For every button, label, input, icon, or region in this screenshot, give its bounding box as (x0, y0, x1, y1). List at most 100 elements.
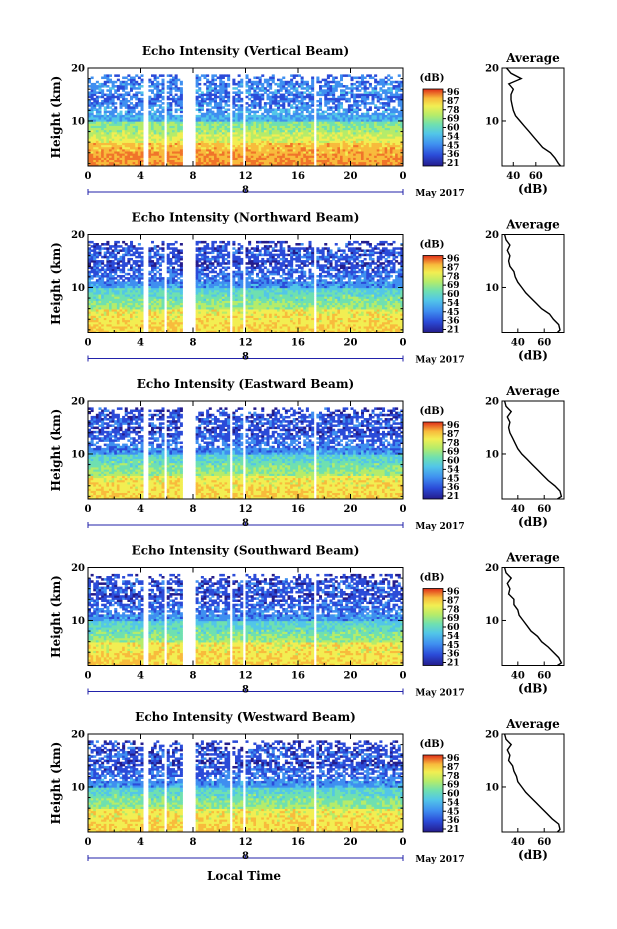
heatmap-cell (258, 117, 262, 120)
heatmap-cell (122, 163, 126, 167)
heatmap-cell (153, 125, 157, 129)
heatmap-cell (88, 127, 92, 131)
heatmap-cell (119, 127, 123, 131)
heatmap-cell (95, 140, 99, 143)
heatmap-cell (271, 163, 275, 167)
heatmap-cell (287, 131, 291, 135)
heatmap-cell (219, 74, 223, 77)
heatmap-cell (137, 102, 141, 105)
heatmap-cell (208, 108, 212, 112)
heatmap-cell (135, 114, 139, 118)
heatmap-cell (248, 117, 252, 120)
heatmap-cell (224, 104, 228, 107)
heatmap-cell (174, 85, 178, 88)
heatmap-cell (101, 134, 105, 137)
y-tick-label: 20 (71, 64, 85, 75)
heatmap-cell (88, 153, 92, 156)
heatmap-cell (245, 117, 249, 120)
heatmap-cell (114, 80, 118, 84)
heatmap-cell (109, 74, 113, 77)
heatmap-cell (179, 119, 183, 122)
heatmap-cell (263, 157, 267, 161)
heatmap-cell (198, 93, 202, 97)
heatmap-cell (256, 121, 260, 124)
heatmap-cell (279, 155, 283, 158)
heatmap-cell (334, 104, 338, 107)
heatmap-cell (256, 153, 260, 156)
heatmap-cell (177, 117, 181, 120)
heatmap-cell (279, 134, 283, 137)
heatmap-cell (174, 159, 178, 163)
heatmap-cell (174, 89, 178, 92)
heatmap-cell (266, 129, 270, 133)
heatmap-cell (263, 108, 267, 112)
heatmap-cell (274, 114, 278, 118)
heatmap-cell (206, 163, 210, 167)
heatmap-cell (211, 142, 215, 146)
heatmap-cell (274, 136, 278, 139)
heatmap-cell (263, 121, 267, 124)
heatmap-cell (158, 142, 162, 146)
heatmap-cell (235, 93, 239, 97)
heatmap-cell (250, 99, 254, 103)
heatmap-cell (200, 93, 204, 97)
heatmap-cell (358, 76, 362, 80)
heatmap-cell (292, 97, 296, 101)
heatmap-cell (240, 108, 244, 112)
x-tick-label: 0 (85, 171, 92, 182)
heatmap-cell (221, 155, 225, 158)
heatmap-cell (119, 119, 123, 122)
heatmap-cell (256, 144, 260, 148)
heatmap-cell (279, 136, 283, 139)
heatmap-cell (90, 134, 94, 137)
heatmap-cell (132, 155, 136, 158)
heatmap-cell (124, 97, 128, 101)
heatmap-cell (130, 140, 134, 143)
heatmap-cell (119, 117, 123, 120)
heatmap-cell (237, 119, 241, 122)
heatmap-cell (166, 91, 170, 94)
heatmap-cell (148, 155, 152, 158)
heatmap-cell (274, 93, 278, 97)
heatmap-cell (211, 89, 215, 92)
heatmap-cell (90, 155, 94, 158)
heatmap-cell (258, 104, 262, 107)
heatmap-cell (200, 114, 204, 118)
heatmap-cell (250, 129, 254, 133)
heatmap-cell (256, 95, 260, 99)
heatmap-cell (214, 106, 218, 109)
heatmap-cell (274, 144, 278, 148)
heatmap-cell (156, 82, 160, 86)
heatmap-cell (290, 74, 294, 77)
heatmap-cell (208, 102, 212, 105)
heatmap-cell (263, 161, 267, 165)
heatmap-cell (261, 97, 265, 101)
heatmap-cell (237, 99, 241, 103)
heatmap-cell (250, 125, 254, 129)
heatmap-cell (111, 131, 115, 135)
heatmap-cell (250, 106, 254, 109)
heatmap-cell (245, 74, 249, 77)
heatmap-cell (156, 91, 160, 94)
heatmap-cell (203, 161, 207, 165)
heatmap-cell (250, 153, 254, 156)
heatmap-cell (148, 148, 152, 152)
heatmap-cell (245, 146, 249, 150)
heatmap-cell (166, 74, 170, 77)
heatmap-cell (124, 134, 128, 137)
heatmap-cell (258, 76, 262, 80)
heatmap-cell (342, 74, 346, 77)
heatmap-cell (106, 159, 110, 163)
heatmap-cell (101, 266, 105, 269)
heatmap-cell (198, 131, 202, 135)
heatmap-cell (237, 93, 241, 97)
heatmap-cell (169, 97, 173, 101)
heatmap-cell (127, 161, 131, 165)
heatmap-cell (358, 80, 362, 84)
heatmap-cell (132, 260, 136, 263)
heatmap-cell (290, 142, 294, 146)
heatmap-cell (198, 95, 202, 99)
heatmap-cell (282, 121, 286, 124)
heatmap-cell (106, 95, 110, 99)
heatmap-cell (232, 114, 236, 118)
